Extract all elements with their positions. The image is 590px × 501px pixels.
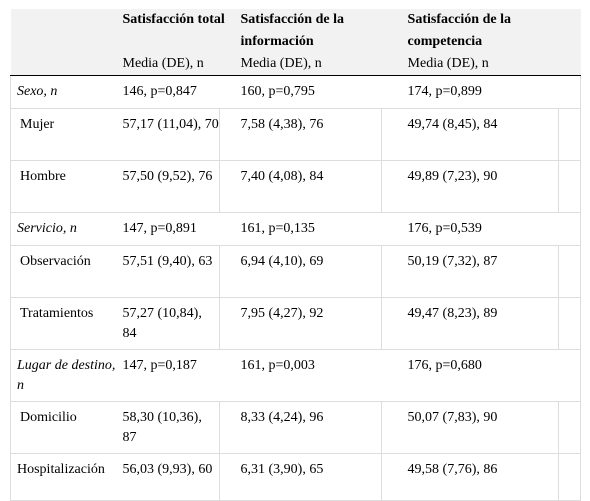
cell-comp: 176, p=0,539: [404, 212, 582, 246]
cell-spacer: [558, 453, 582, 501]
cell-total: 147, p=0,187: [119, 349, 238, 402]
cell-total: 57,17 (11,04), 70: [119, 108, 220, 161]
cell-comp: 50,07 (7,83), 90: [404, 401, 559, 454]
row-label: Hospitalización: [10, 453, 120, 501]
cell-total: 58,30 (10,36), 87: [119, 401, 220, 454]
row-label: Observación: [10, 245, 120, 298]
subheader-info: Media (DE), n: [237, 53, 405, 76]
cell-info: 161, p=0,003: [237, 349, 405, 402]
cell-info: 7,58 (4,38), 76: [237, 108, 382, 161]
table-row-hospitalizacion: Hospitalización 56,03 (9,93), 60 6,31 (3…: [10, 453, 582, 501]
table-row-group-lugar-destino: Lugar de destino, n 147, p=0,187 161, p=…: [10, 349, 582, 402]
cell-spacer: [381, 245, 405, 298]
row-label: Hombre: [10, 160, 120, 213]
cell-spacer: [218, 108, 238, 161]
row-label: Sexo, n: [10, 75, 120, 109]
cell-comp: 49,47 (8,23), 89: [404, 297, 559, 350]
subheader-total: Media (DE), n: [119, 53, 238, 76]
cell-info: 6,94 (4,10), 69: [237, 245, 382, 298]
cell-spacer: [218, 401, 238, 454]
cell-spacer: [558, 297, 582, 350]
table-row-tratamientos: Tratamientos 57,27 (10,84), 84 7,95 (4,2…: [10, 297, 582, 350]
header-satisfaccion-competencia: Satisfacción de la competencia: [404, 9, 581, 53]
cell-comp: 174, p=0,899: [404, 75, 582, 109]
table-row-group-servicio: Servicio, n 147, p=0,891 161, p=0,135 17…: [10, 212, 582, 246]
cell-spacer: [218, 453, 238, 501]
cell-comp: 49,74 (8,45), 84: [404, 108, 559, 161]
cell-total: 57,27 (10,84), 84: [119, 297, 220, 350]
cell-spacer: [558, 245, 582, 298]
cell-spacer: [558, 108, 582, 161]
header-satisfaccion-total: Satisfacción total: [119, 9, 238, 53]
cell-spacer: [381, 160, 405, 213]
cell-comp: 176, p=0,680: [404, 349, 582, 402]
table-row-hombre: Hombre 57,50 (9,52), 76 7,40 (4,08), 84 …: [10, 160, 582, 213]
table-row-mujer: Mujer 57,17 (11,04), 70 7,58 (4,38), 76 …: [10, 108, 582, 161]
row-label: Lugar de destino, n: [10, 349, 120, 402]
cell-spacer: [218, 245, 238, 298]
row-label: Mujer: [10, 108, 120, 161]
table-body: Sexo, n 146, p=0,847 160, p=0,795 174, p…: [10, 75, 582, 501]
cell-total: 57,51 (9,40), 63: [119, 245, 220, 298]
cell-info: 8,33 (4,24), 96: [237, 401, 382, 454]
cell-comp: 49,58 (7,76), 86: [404, 453, 559, 501]
row-label: Domicilio: [10, 401, 120, 454]
row-label: Tratamientos: [10, 297, 120, 350]
cell-spacer: [381, 297, 405, 350]
cell-spacer: [558, 160, 582, 213]
table-row-group-sexo: Sexo, n 146, p=0,847 160, p=0,795 174, p…: [10, 75, 582, 109]
cell-total: 56,03 (9,93), 60: [119, 453, 220, 501]
cell-spacer: [381, 108, 405, 161]
header-satisfaccion-informacion: Satisfacción de la información: [237, 9, 405, 53]
row-label: Servicio, n: [10, 212, 120, 246]
cell-info: 7,40 (4,08), 84: [237, 160, 382, 213]
cell-spacer: [218, 160, 238, 213]
table-row-domicilio: Domicilio 58,30 (10,36), 87 8,33 (4,24),…: [10, 401, 582, 454]
cell-comp: 50,19 (7,32), 87: [404, 245, 559, 298]
header-empty-cell: [10, 9, 120, 53]
subheader-comp: Media (DE), n: [404, 53, 581, 76]
subheader-empty-cell: [10, 53, 120, 76]
cell-info: 160, p=0,795: [237, 75, 405, 109]
cell-info: 161, p=0,135: [237, 212, 405, 246]
cell-spacer: [381, 453, 405, 501]
table-header: Satisfacción total Satisfacción de la in…: [10, 9, 581, 76]
cell-total: 147, p=0,891: [119, 212, 238, 246]
cell-spacer: [381, 401, 405, 454]
cell-spacer: [558, 401, 582, 454]
cell-comp: 49,89 (7,23), 90: [404, 160, 559, 213]
table-row-observacion: Observación 57,51 (9,40), 63 6,94 (4,10)…: [10, 245, 582, 298]
cell-info: 7,95 (4,27), 92: [237, 297, 382, 350]
satisfaction-table: Satisfacción total Satisfacción de la in…: [10, 9, 582, 501]
cell-info: 6,31 (3,90), 65: [237, 453, 382, 501]
cell-total: 57,50 (9,52), 76: [119, 160, 220, 213]
cell-spacer: [218, 297, 238, 350]
cell-total: 146, p=0,847: [119, 75, 238, 109]
